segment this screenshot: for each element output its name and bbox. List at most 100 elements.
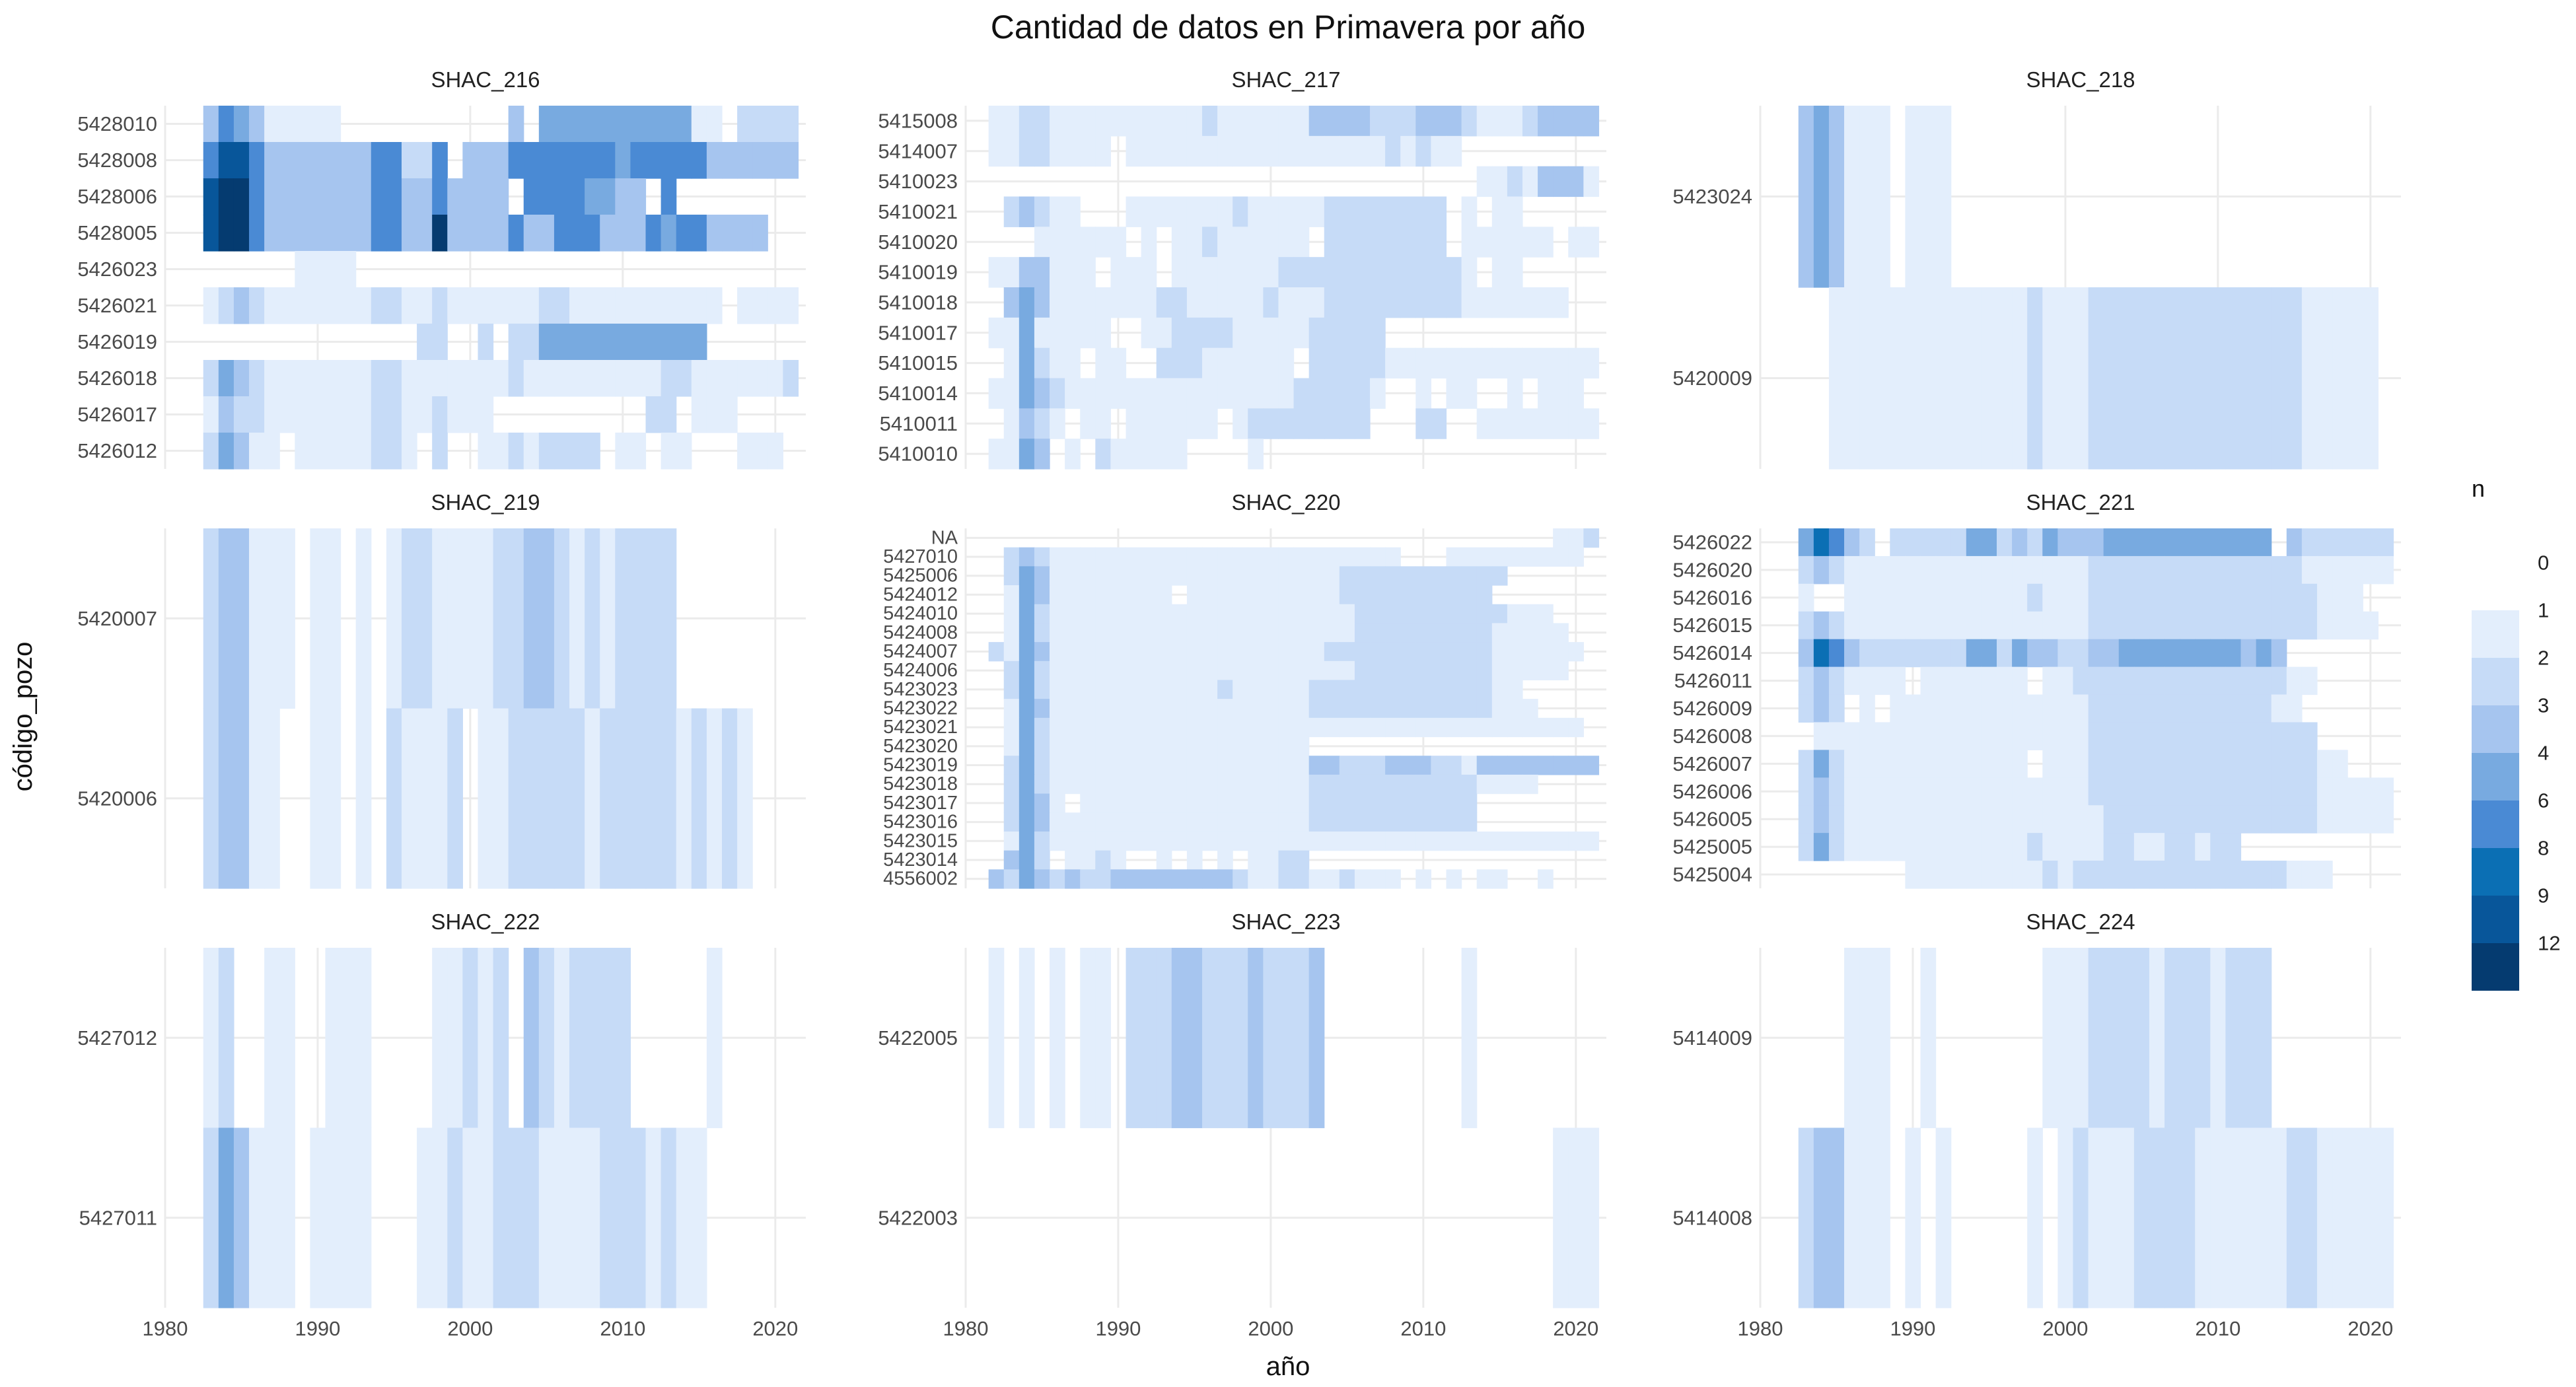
- heatmap-cell: [2165, 948, 2180, 1129]
- heatmap-cell: [1263, 756, 1279, 775]
- heatmap-cell: [1065, 736, 1081, 756]
- heatmap-cell: [1339, 680, 1355, 699]
- heatmap-cell: [1156, 717, 1172, 738]
- heatmap-cell: [783, 106, 799, 143]
- heatmap-cell: [1201, 756, 1218, 775]
- heatmap-cell: [1141, 660, 1157, 681]
- y-tick-label: 5410018: [878, 291, 958, 314]
- heatmap-cell: [1141, 869, 1157, 889]
- y-tick-label: 5422003: [878, 1206, 958, 1229]
- heatmap-cell: [478, 215, 494, 252]
- heatmap-cell: [1186, 347, 1203, 379]
- heatmap-cell: [1981, 583, 1997, 612]
- heatmap-cell: [1050, 106, 1065, 137]
- heatmap-cell: [2149, 694, 2165, 723]
- heatmap-cell: [1065, 439, 1081, 470]
- heatmap-cell: [1217, 257, 1233, 288]
- heatmap-cell: [1293, 287, 1310, 318]
- heatmap-cell: [1095, 135, 1112, 167]
- heatmap-cell: [585, 215, 600, 252]
- heatmap-cell: [1126, 623, 1142, 643]
- heatmap-cell: [2149, 948, 2165, 1129]
- heatmap-cell: [1859, 777, 1875, 806]
- heatmap-cell: [1019, 623, 1035, 643]
- heatmap-cell: [1110, 623, 1127, 643]
- heatmap-cell: [218, 948, 234, 1129]
- heatmap-cell: [1950, 750, 1967, 778]
- heatmap-cell: [1354, 642, 1371, 662]
- heatmap-cell: [1400, 566, 1416, 586]
- heatmap-cell: [310, 1127, 326, 1308]
- heatmap-cell: [279, 215, 295, 252]
- heatmap-cell: [1813, 528, 1830, 557]
- heatmap-cell: [233, 433, 250, 470]
- heatmap-cell: [585, 324, 600, 361]
- heatmap-cell: [2332, 750, 2348, 778]
- heatmap-cell: [1370, 287, 1386, 318]
- heatmap-cell: [249, 215, 265, 252]
- heatmap-cell: [432, 396, 448, 433]
- heatmap-cell: [2286, 694, 2303, 723]
- heatmap-cell: [2012, 528, 2028, 557]
- heatmap-cell: [2256, 750, 2272, 778]
- heatmap-cell: [1034, 439, 1050, 470]
- heatmap-cell: [1339, 623, 1355, 643]
- heatmap-cell: [1415, 604, 1432, 624]
- heatmap-cell: [1339, 227, 1355, 258]
- heatmap-cell: [1126, 774, 1142, 795]
- heatmap-cell: [1905, 861, 1921, 889]
- heatmap-cell: [1171, 774, 1188, 795]
- heatmap-cell: [1446, 699, 1462, 719]
- x-tick-label: 2010: [1400, 1317, 1446, 1340]
- heatmap-cell: [1476, 831, 1493, 851]
- heatmap-cell: [1354, 287, 1371, 318]
- heatmap-cell: [1080, 227, 1096, 258]
- heatmap-cell: [1201, 812, 1218, 832]
- heatmap-cell: [1126, 736, 1142, 756]
- heatmap-cell: [2165, 694, 2180, 723]
- heatmap-cell: [2012, 777, 2028, 806]
- heatmap-cell: [1446, 623, 1462, 643]
- heatmap-cell: [493, 287, 509, 324]
- heatmap-cell: [2042, 805, 2058, 834]
- heatmap-cell: [2195, 833, 2211, 861]
- heatmap-cell: [1003, 547, 1020, 567]
- heatmap-cell: [295, 106, 311, 143]
- heatmap-cell: [2256, 666, 2272, 695]
- heatmap-cell: [676, 433, 692, 470]
- heatmap-cell: [1844, 1127, 1860, 1308]
- heatmap-cell: [203, 708, 219, 889]
- heatmap-cell: [1920, 583, 1937, 612]
- y-tick-label: 5427010: [883, 546, 958, 567]
- heatmap-cell: [1233, 604, 1248, 624]
- heatmap-cell: [264, 948, 280, 1129]
- heatmap-cell: [630, 106, 647, 143]
- heatmap-cell: [1080, 642, 1096, 662]
- heatmap-cell: [1339, 660, 1355, 681]
- heatmap-cell: [1171, 378, 1188, 409]
- heatmap-cell: [1126, 196, 1142, 227]
- heatmap-cell: [1431, 604, 1447, 624]
- heatmap-cell: [1935, 861, 1952, 889]
- heatmap-cell: [493, 142, 509, 179]
- heatmap-cell: [1095, 566, 1112, 586]
- heatmap-cell: [1308, 812, 1325, 832]
- heatmap-cell: [1324, 106, 1340, 137]
- heatmap-cell: [2027, 833, 2043, 861]
- heatmap-cell: [1507, 227, 1523, 258]
- heatmap-cell: [2012, 694, 2028, 723]
- heatmap-cell: [2027, 639, 2043, 668]
- heatmap-cell: [1476, 227, 1493, 258]
- heatmap-cell: [325, 106, 341, 143]
- heatmap-cell: [2057, 722, 2074, 750]
- x-tick-label: 2000: [2042, 1317, 2088, 1340]
- heatmap-cell: [1461, 699, 1478, 719]
- heatmap-cell: [1844, 639, 1860, 668]
- panel-strip-label: SHAC_218: [2026, 67, 2135, 92]
- heatmap-cell: [1217, 317, 1233, 349]
- heatmap-cell: [1293, 869, 1310, 889]
- y-tick-label: 5426018: [77, 367, 157, 390]
- heatmap-cell: [1186, 660, 1203, 681]
- heatmap-cell: [2180, 948, 2196, 1129]
- heatmap-cell: [1186, 869, 1203, 889]
